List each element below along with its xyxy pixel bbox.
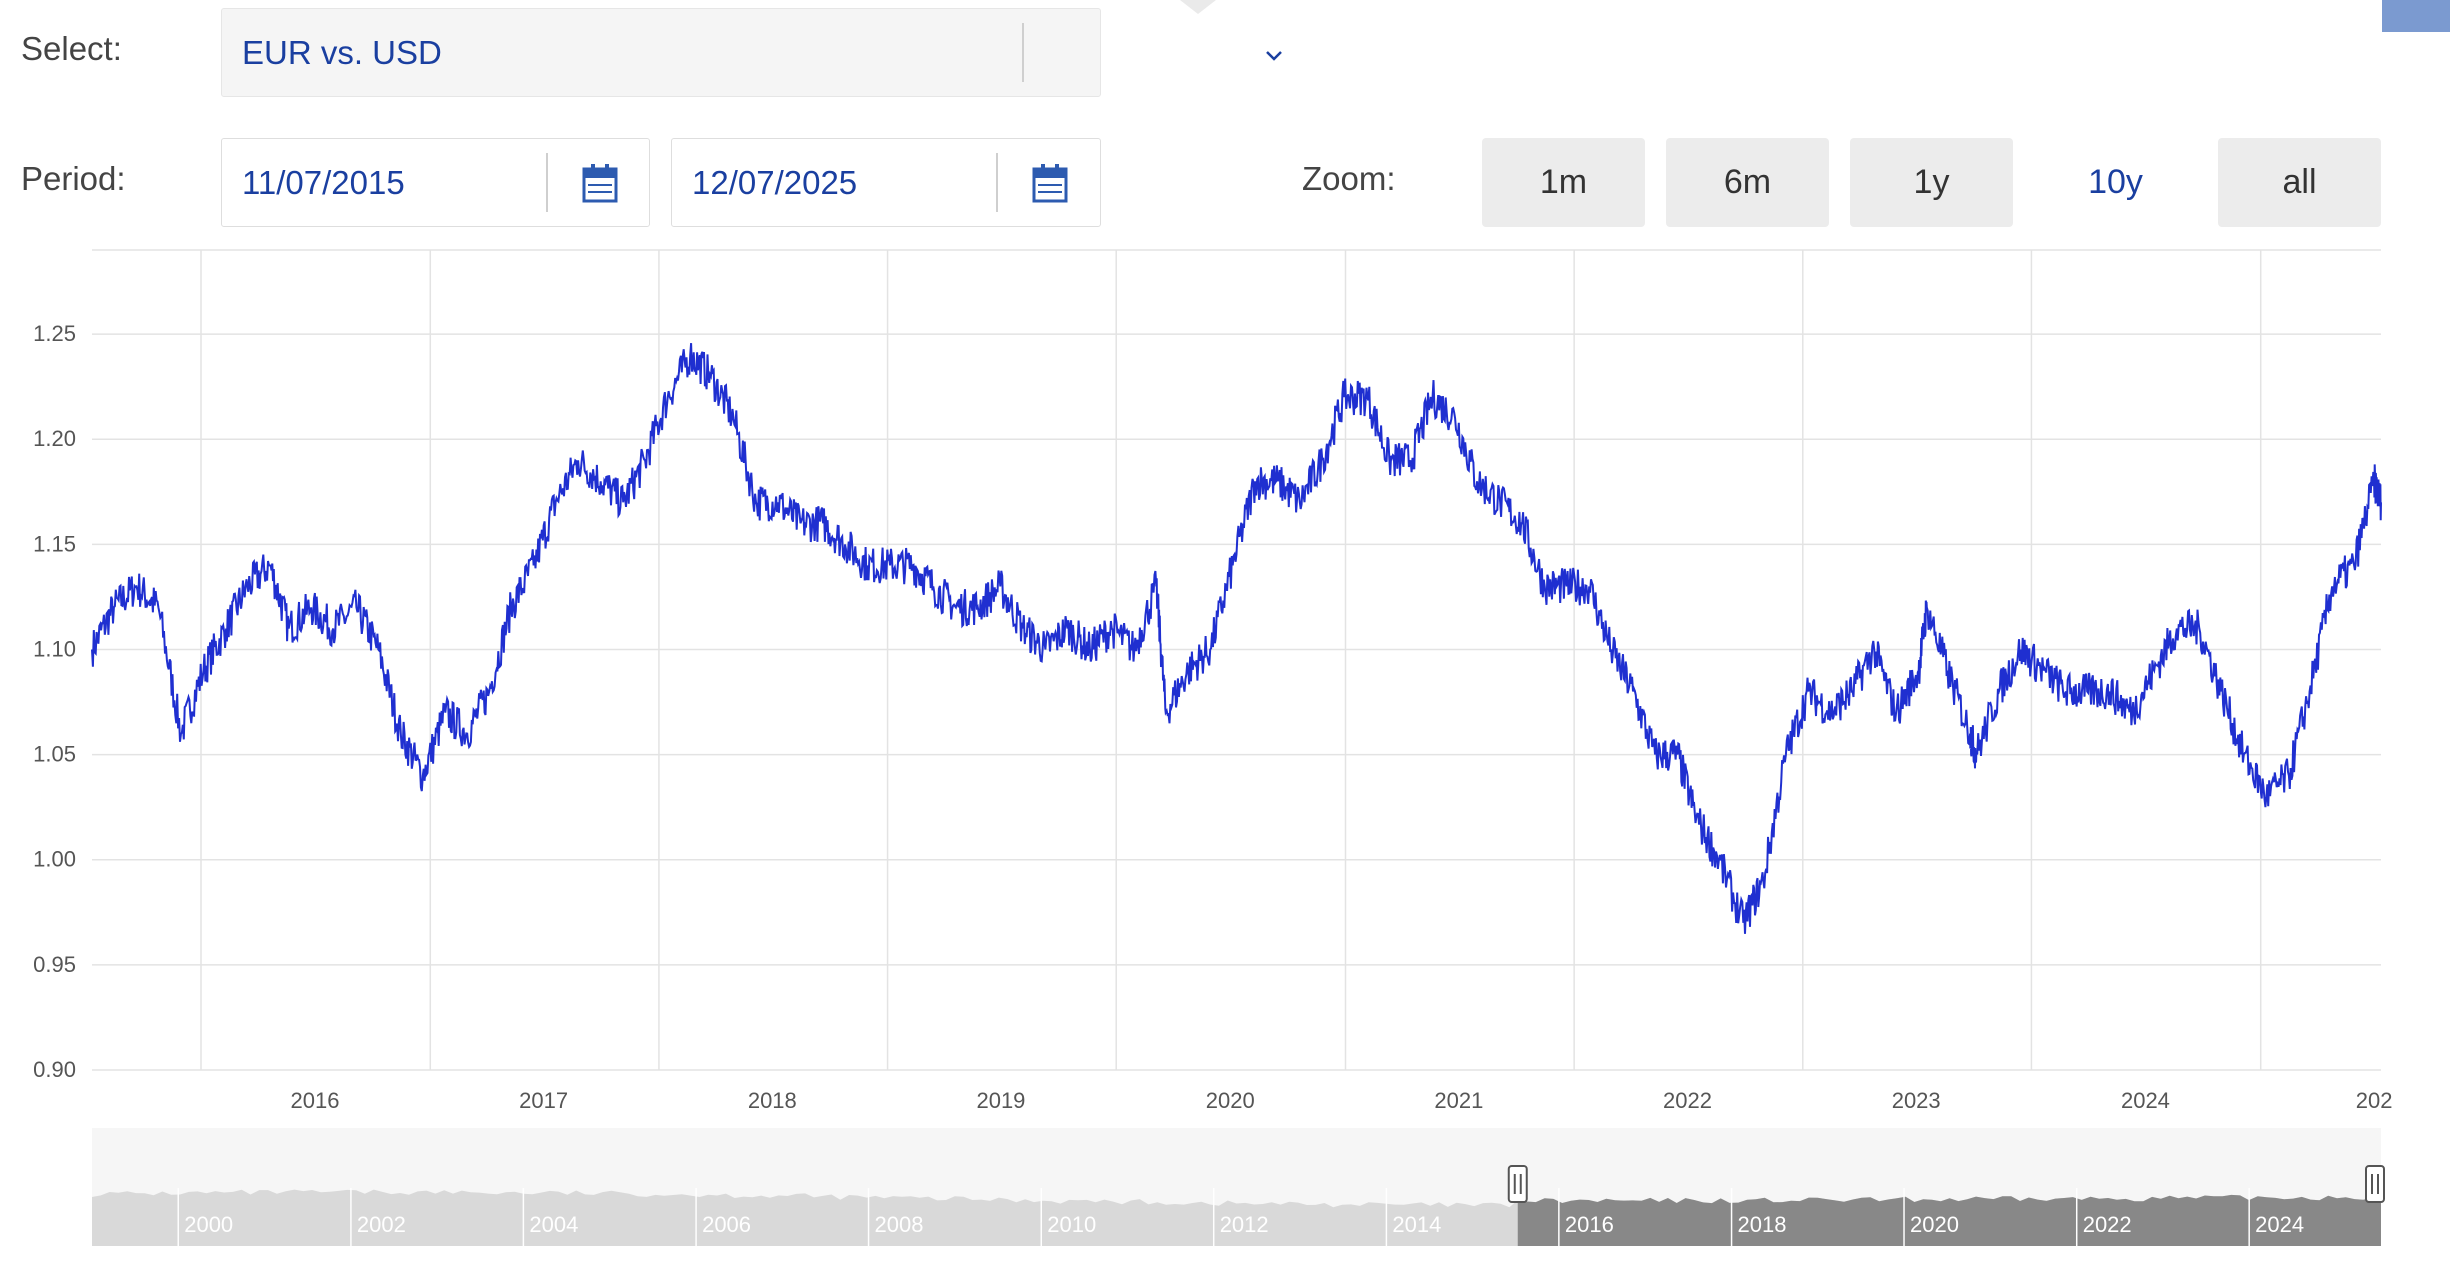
x-tick-label: 2017 xyxy=(519,1088,568,1113)
y-tick-label: 0.95 xyxy=(33,952,76,977)
dropdown-notch xyxy=(1180,0,1216,14)
exchange-rate-chart[interactable]: 0.900.951.001.051.101.151.201.25 2016 201… xyxy=(0,240,2450,1274)
x-tick-label: 2022 xyxy=(1663,1088,1712,1113)
calendar-icon[interactable] xyxy=(582,163,618,203)
navigator-year-label: 2014 xyxy=(1392,1212,1441,1237)
zoom-all-button[interactable]: all xyxy=(2218,138,2381,227)
start-date-value: 11/07/2015 xyxy=(242,163,405,201)
y-tick-label: 1.15 xyxy=(33,531,76,556)
navigator-year-label: 2024 xyxy=(2255,1212,2304,1237)
select-divider xyxy=(1022,23,1024,82)
navigator-left-handle[interactable] xyxy=(1507,1165,1528,1203)
x-tick-label: 2021 xyxy=(1434,1088,1483,1113)
select-label: Select: xyxy=(21,30,122,67)
navigator-year-label: 2000 xyxy=(184,1212,233,1237)
currency-pair-select[interactable]: EUR vs. USD xyxy=(221,8,1282,97)
x-axis: 2016 2017 2018 2019 2020 2021 2022 2023 2024 202 xyxy=(291,1088,2393,1113)
y-tick-label: 1.25 xyxy=(33,321,76,346)
zoom-1y-button[interactable]: 1y xyxy=(1850,138,2013,227)
zoom-6m-button[interactable]: 6m xyxy=(1666,138,1829,227)
zoom-1m-button[interactable]: 1m xyxy=(1482,138,1645,227)
navigator-year-label: 2010 xyxy=(1047,1212,1096,1237)
period-label: Period: xyxy=(21,160,126,197)
y-tick-label: 1.10 xyxy=(33,636,76,661)
end-date-input[interactable]: 12/07/2025 xyxy=(671,138,1101,227)
eur-usd-line xyxy=(91,343,2382,934)
start-date-input[interactable]: 11/07/2015 xyxy=(221,138,650,227)
calendar-icon[interactable] xyxy=(1032,163,1068,203)
x-tick-label: 202 xyxy=(2356,1088,2393,1113)
navigator-year-label: 2002 xyxy=(357,1212,406,1237)
navigator-year-label: 2004 xyxy=(529,1212,578,1237)
x-tick-label: 2024 xyxy=(2121,1088,2170,1113)
y-axis: 0.90 0.95 1.00 1.05 1.10 1.15 1.20 1.25 xyxy=(33,321,76,1082)
navigator-year-label: 2008 xyxy=(875,1212,924,1237)
navigator-year-label: 2018 xyxy=(1738,1212,1787,1237)
zoom-label: Zoom: xyxy=(1302,160,1396,197)
x-tick-label: 2023 xyxy=(1892,1088,1941,1113)
chevron-down-icon[interactable] xyxy=(1263,45,1285,65)
zoom-10y-button[interactable]: 10y xyxy=(2088,163,2143,201)
navigator-right-handle[interactable] xyxy=(2365,1165,2385,1203)
y-tick-label: 1.05 xyxy=(33,742,76,767)
y-tick-label: 0.90 xyxy=(33,1057,76,1082)
navigator[interactable]: 2000 2002 2004 2006 2008 2010 2012 2014 2016 2018… xyxy=(92,1128,2385,1246)
navigator-year-label: 2022 xyxy=(2083,1212,2132,1237)
x-tick-label: 2016 xyxy=(291,1088,340,1113)
end-date-value: 12/07/2025 xyxy=(692,163,858,201)
y-tick-label: 1.00 xyxy=(33,847,76,872)
x-tick-label: 2019 xyxy=(976,1088,1025,1113)
navigator-selected-area xyxy=(1517,1194,2381,1246)
chart-grid xyxy=(92,249,2381,1071)
x-tick-label: 2020 xyxy=(1206,1088,1255,1113)
navigator-year-label: 2006 xyxy=(702,1212,751,1237)
date-divider xyxy=(546,153,548,212)
navigator-year-label: 2020 xyxy=(1910,1212,1959,1237)
y-tick-label: 1.20 xyxy=(33,426,76,451)
navigator-year-label: 2012 xyxy=(1220,1212,1269,1237)
date-divider xyxy=(996,153,998,212)
corner-tab[interactable] xyxy=(2382,0,2450,32)
currency-pair-value: EUR vs. USD xyxy=(242,33,442,71)
x-tick-label: 2018 xyxy=(748,1088,797,1113)
navigator-year-label: 2016 xyxy=(1565,1212,1614,1237)
